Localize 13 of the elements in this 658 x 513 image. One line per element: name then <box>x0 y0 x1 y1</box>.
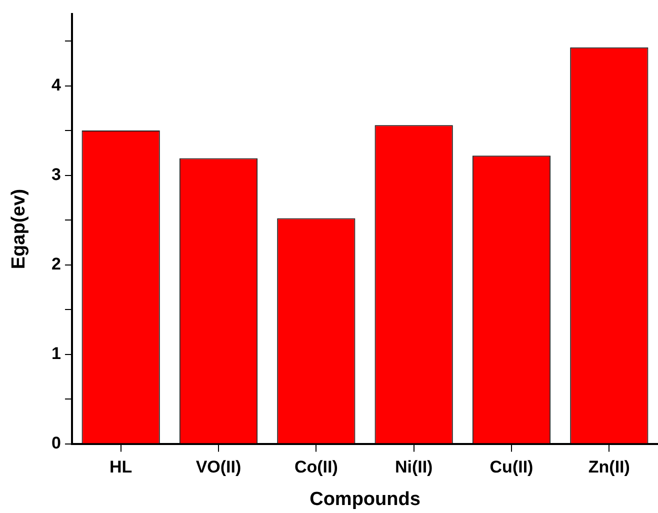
x-tick-label: Zn(II) <box>588 458 630 477</box>
x-tick-label: VO(II) <box>196 458 242 477</box>
x-axis-title: Compounds <box>310 488 420 510</box>
y-tick-label: 3 <box>52 164 61 184</box>
y-tick-label: 0 <box>52 433 61 452</box>
x-tick-label: HL <box>109 458 132 477</box>
y-tick-label: 1 <box>52 344 61 363</box>
x-tick-label: Ni(II) <box>394 458 433 477</box>
y-tick-label: 2 <box>52 254 61 274</box>
x-tick-label: Cu(II) <box>490 458 534 477</box>
y-axis-title: Egap(ev) <box>8 188 30 270</box>
x-tick-label: Co(II) <box>294 458 338 477</box>
y-tick-label: 4 <box>52 75 62 94</box>
